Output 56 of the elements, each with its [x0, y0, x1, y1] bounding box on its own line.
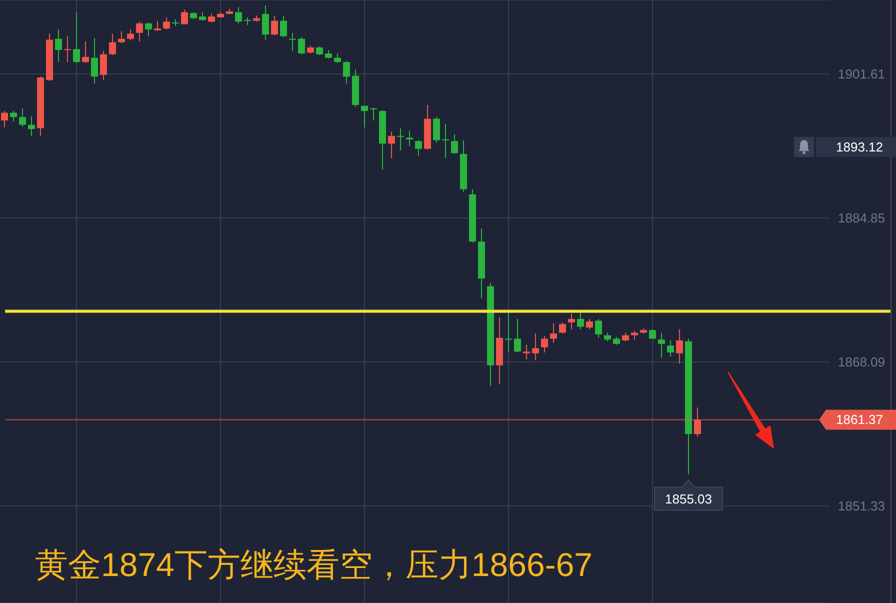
candlestick — [163, 16, 170, 30]
candlestick — [550, 322, 557, 344]
candlestick — [406, 130, 413, 147]
candlestick — [280, 15, 287, 38]
candlestick — [451, 134, 458, 154]
candlestick — [262, 4, 269, 40]
y-tick-label: 1901.61 — [838, 66, 885, 82]
candlestick — [397, 128, 404, 152]
candlestick — [73, 12, 80, 64]
y-tick-label: 1851.33 — [838, 498, 885, 514]
y-tick-label: 1884.85 — [838, 210, 885, 226]
candlestick — [523, 344, 530, 360]
candlestick — [298, 36, 305, 55]
y-tick-label: 1868.09 — [838, 354, 885, 370]
candlestick — [532, 333, 539, 361]
candlestick — [127, 28, 134, 42]
candlestick — [19, 108, 26, 127]
text: 黄金1874下方继续看空，压力1866-67 — [35, 545, 593, 585]
candlestick — [595, 318, 602, 338]
candlestick — [676, 328, 683, 364]
candlestick — [559, 322, 566, 334]
candlestick — [100, 50, 107, 81]
candlestick — [586, 318, 593, 330]
annotation: 1855.03 — [665, 492, 712, 507]
candlestick — [64, 36, 71, 63]
ref-line-label: 1861.37 — [836, 412, 883, 428]
candlestick — [109, 33, 116, 56]
candlestick — [28, 116, 35, 136]
candlestick — [289, 32, 296, 52]
candlestick — [505, 312, 512, 353]
candlestick — [577, 312, 584, 330]
candlestick — [136, 21, 143, 42]
candlestick — [343, 60, 350, 84]
candlestick — [118, 30, 125, 44]
candlestick — [10, 110, 17, 122]
candlestick — [388, 131, 395, 159]
candlestick — [667, 340, 674, 358]
annotation: 1893.12 — [836, 140, 883, 154]
candlestick — [181, 9, 188, 25]
candlestick — [442, 123, 449, 159]
candlestick — [55, 28, 62, 63]
candlestick — [370, 107, 377, 121]
candlestick — [334, 52, 341, 64]
candlestick — [433, 116, 440, 144]
candlestick — [145, 22, 152, 37]
candlestick — [658, 332, 665, 358]
candlestick — [82, 40, 89, 64]
candlestick — [541, 336, 548, 353]
candlestick — [91, 37, 98, 84]
candlestick — [235, 6, 242, 24]
candlestick — [1, 110, 8, 128]
candlestick — [361, 105, 368, 128]
candlestick — [271, 15, 278, 36]
candlestick — [568, 313, 575, 330]
candlestick — [415, 140, 422, 156]
candlestick — [514, 318, 521, 353]
